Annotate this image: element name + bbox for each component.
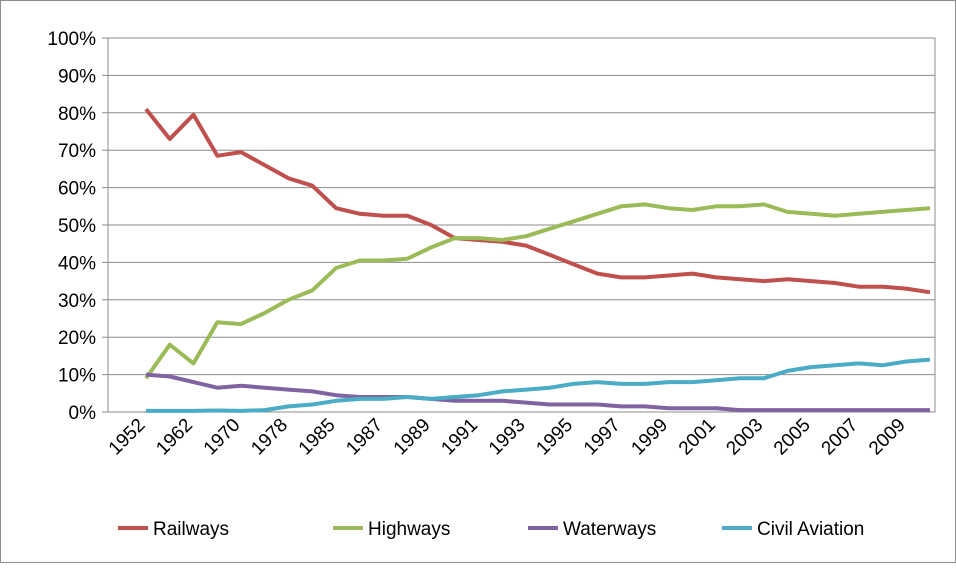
y-tick-label: 100% xyxy=(47,29,96,50)
y-tick-label: 10% xyxy=(58,366,96,387)
series-line xyxy=(144,202,931,380)
y-tick-label: 60% xyxy=(58,179,96,200)
y-tick-label: 40% xyxy=(58,253,96,274)
legend-label: Civil Aviation xyxy=(757,519,864,540)
legend-label: Railways xyxy=(153,519,229,540)
series-line xyxy=(144,107,931,295)
legend-label: Waterways xyxy=(563,519,656,540)
legend-label: Highways xyxy=(368,519,450,540)
y-tick-label: 80% xyxy=(58,104,96,125)
y-tick-label: 90% xyxy=(58,66,96,87)
series-line xyxy=(145,372,930,413)
y-tick-label: 20% xyxy=(58,328,96,349)
y-tick-label: 30% xyxy=(58,291,96,312)
y-tick-label: 0% xyxy=(69,403,97,424)
series-line xyxy=(146,357,931,413)
y-tick-label: 50% xyxy=(58,216,96,237)
y-tick-label: 70% xyxy=(58,141,96,162)
